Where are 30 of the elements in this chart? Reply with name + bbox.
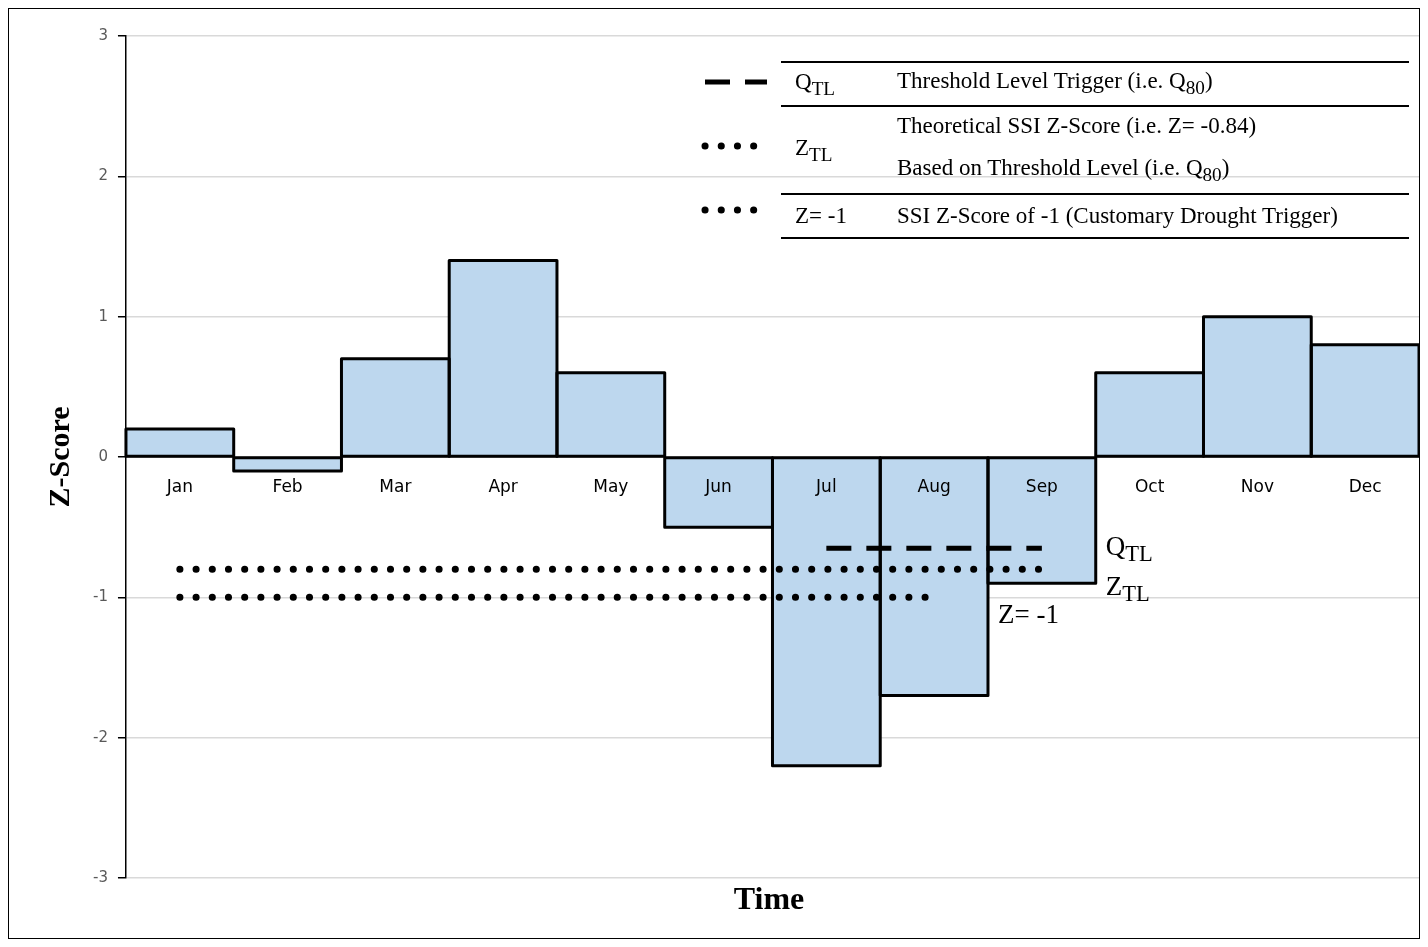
text: Q$_{TL}$ bbox=[1105, 531, 1153, 567]
y-tick-label: -3 bbox=[92, 867, 108, 886]
x-tick-label: Apr bbox=[488, 475, 518, 496]
y-tick-label: -1 bbox=[92, 587, 108, 606]
y-tick-label: 2 bbox=[98, 166, 108, 185]
legend-label: Z= -1 bbox=[794, 203, 848, 229]
x-tick-label: Oct bbox=[1134, 475, 1165, 496]
y-tick-label: 1 bbox=[98, 306, 108, 325]
x-tick-label: Dec bbox=[1348, 475, 1382, 496]
x-tick-label: Mar bbox=[379, 475, 412, 496]
y-tick-label: -2 bbox=[92, 727, 108, 746]
x-tick-label: Aug bbox=[917, 475, 951, 496]
y-tick-label: 3 bbox=[98, 25, 108, 44]
x-tick-label: Feb bbox=[272, 475, 303, 496]
x-tick-label: May bbox=[593, 475, 629, 496]
x-tick-label: Sep bbox=[1025, 475, 1058, 496]
y-tick-label: 0 bbox=[98, 446, 108, 465]
x-tick-label: Jul bbox=[815, 475, 837, 496]
text: Z$_{TL}$ bbox=[1105, 571, 1150, 607]
text: Z= -1 bbox=[997, 599, 1059, 630]
annotation: Theoretical SSI Z-Score (i.e. Z= -0.84) Based on Threshold Level (i.e. Q$_{80}$) bbox=[897, 111, 1257, 187]
x-tick-label: Jan bbox=[165, 475, 193, 496]
annotation: Threshold Level Trigger (i.e. Q$_{80}$) bbox=[897, 66, 1213, 100]
x-tick-label: Jun bbox=[704, 475, 732, 496]
legend-label: Z$_{TL}$ bbox=[794, 134, 834, 166]
y-axis-title: Z-Score bbox=[41, 406, 75, 508]
annotation: SSI Z-Score of -1 (Customary Drought Trigger) bbox=[897, 202, 1338, 230]
legend-label: Q$_{TL}$ bbox=[794, 68, 837, 100]
x-axis-title: Time bbox=[733, 880, 805, 916]
x-tick-label: Nov bbox=[1240, 475, 1274, 496]
